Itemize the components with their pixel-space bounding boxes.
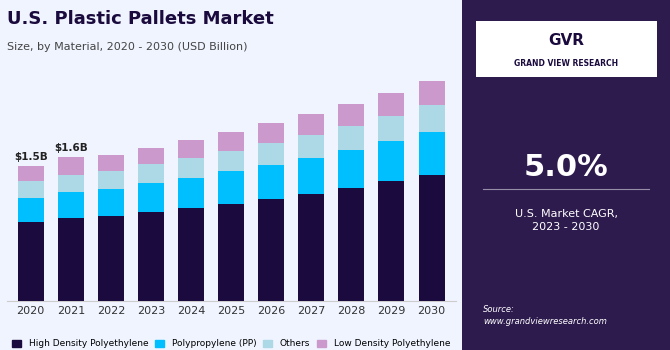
- Bar: [338, 104, 364, 126]
- Text: U.S. Plastic Pallets Market: U.S. Plastic Pallets Market: [7, 10, 273, 28]
- Bar: [98, 170, 124, 189]
- Bar: [138, 183, 164, 212]
- Bar: [298, 158, 324, 194]
- Bar: [58, 218, 84, 301]
- Bar: [419, 175, 445, 301]
- Bar: [258, 199, 284, 301]
- Bar: [58, 192, 84, 218]
- Bar: [379, 116, 405, 141]
- Bar: [338, 188, 364, 301]
- Bar: [298, 134, 324, 158]
- Bar: [178, 208, 204, 301]
- Bar: [58, 175, 84, 192]
- Bar: [218, 132, 244, 151]
- Bar: [419, 82, 445, 105]
- Bar: [379, 181, 405, 301]
- Bar: [17, 197, 44, 222]
- Bar: [338, 126, 364, 150]
- Bar: [218, 204, 244, 301]
- Bar: [178, 158, 204, 178]
- Text: $1.6B: $1.6B: [54, 144, 88, 153]
- Bar: [138, 148, 164, 164]
- Text: 5.0%: 5.0%: [524, 154, 608, 182]
- Bar: [258, 165, 284, 199]
- Text: GVR: GVR: [548, 33, 584, 48]
- Bar: [178, 140, 204, 158]
- Text: GRAND VIEW RESEARCH: GRAND VIEW RESEARCH: [514, 58, 618, 68]
- Bar: [98, 155, 124, 170]
- Bar: [338, 150, 364, 188]
- Text: $1.5B: $1.5B: [14, 152, 48, 162]
- Bar: [98, 216, 124, 301]
- Bar: [298, 114, 324, 134]
- Bar: [17, 181, 44, 197]
- Bar: [218, 151, 244, 172]
- Bar: [379, 93, 405, 116]
- Bar: [419, 105, 445, 132]
- Bar: [419, 132, 445, 175]
- Bar: [379, 141, 405, 181]
- Legend: High Density Polyethylene, Polypropylene (PP), Others, Low Density Polyethylene: High Density Polyethylene, Polypropylene…: [9, 336, 454, 350]
- Bar: [218, 172, 244, 204]
- Bar: [17, 166, 44, 181]
- Bar: [58, 157, 84, 175]
- Bar: [17, 222, 44, 301]
- Text: U.S. Market CAGR,
2023 - 2030: U.S. Market CAGR, 2023 - 2030: [515, 209, 618, 232]
- Bar: [258, 123, 284, 142]
- Text: Size, by Material, 2020 - 2030 (USD Billion): Size, by Material, 2020 - 2030 (USD Bill…: [7, 42, 247, 52]
- Bar: [258, 142, 284, 165]
- Bar: [178, 178, 204, 208]
- Bar: [98, 189, 124, 216]
- Text: Source:
www.grandviewresearch.com: Source: www.grandviewresearch.com: [483, 305, 607, 326]
- Bar: [138, 212, 164, 301]
- Bar: [138, 164, 164, 183]
- Bar: [298, 194, 324, 301]
